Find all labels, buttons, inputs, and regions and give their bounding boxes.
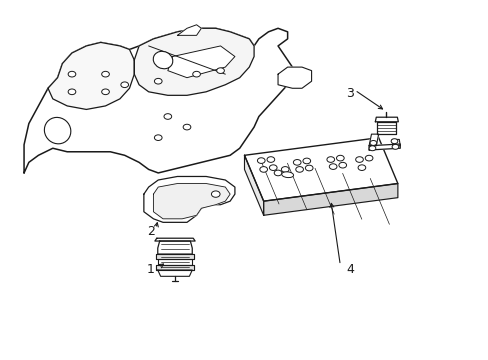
Circle shape bbox=[328, 164, 336, 170]
Circle shape bbox=[154, 78, 162, 84]
Circle shape bbox=[269, 165, 277, 171]
Polygon shape bbox=[376, 122, 396, 134]
Polygon shape bbox=[278, 67, 311, 88]
Text: 3: 3 bbox=[346, 87, 353, 100]
Circle shape bbox=[274, 170, 281, 176]
Circle shape bbox=[355, 157, 363, 162]
Circle shape bbox=[336, 155, 344, 161]
Polygon shape bbox=[158, 259, 192, 265]
Circle shape bbox=[357, 165, 365, 171]
Polygon shape bbox=[391, 139, 399, 146]
Circle shape bbox=[192, 71, 200, 77]
Polygon shape bbox=[143, 176, 234, 222]
Polygon shape bbox=[158, 241, 192, 254]
Polygon shape bbox=[177, 25, 201, 35]
Circle shape bbox=[259, 167, 267, 172]
Circle shape bbox=[281, 167, 288, 172]
Circle shape bbox=[183, 124, 190, 130]
Circle shape bbox=[163, 114, 171, 119]
Circle shape bbox=[68, 89, 76, 95]
Polygon shape bbox=[48, 42, 134, 109]
Polygon shape bbox=[244, 138, 397, 201]
Polygon shape bbox=[134, 28, 254, 95]
Polygon shape bbox=[155, 238, 195, 241]
Circle shape bbox=[390, 139, 397, 144]
Text: 1: 1 bbox=[147, 264, 155, 276]
Circle shape bbox=[303, 158, 310, 164]
Ellipse shape bbox=[281, 172, 293, 177]
Text: 2: 2 bbox=[147, 225, 155, 238]
Polygon shape bbox=[156, 265, 194, 270]
Circle shape bbox=[257, 158, 264, 163]
Circle shape bbox=[391, 144, 398, 149]
Circle shape bbox=[121, 82, 128, 87]
Circle shape bbox=[305, 165, 312, 171]
Circle shape bbox=[365, 155, 372, 161]
Circle shape bbox=[293, 159, 301, 165]
Circle shape bbox=[102, 89, 109, 95]
Polygon shape bbox=[375, 117, 398, 122]
Circle shape bbox=[326, 157, 334, 162]
Circle shape bbox=[295, 167, 303, 172]
Polygon shape bbox=[167, 46, 234, 78]
Circle shape bbox=[266, 157, 274, 162]
Polygon shape bbox=[156, 254, 194, 259]
Circle shape bbox=[154, 135, 162, 140]
Ellipse shape bbox=[44, 117, 71, 144]
Polygon shape bbox=[244, 155, 263, 215]
Circle shape bbox=[68, 71, 76, 77]
Circle shape bbox=[368, 146, 375, 151]
Polygon shape bbox=[368, 144, 399, 150]
Ellipse shape bbox=[153, 51, 172, 69]
Text: 4: 4 bbox=[346, 264, 353, 276]
Polygon shape bbox=[153, 184, 230, 219]
Circle shape bbox=[211, 191, 220, 197]
Circle shape bbox=[102, 71, 109, 77]
Polygon shape bbox=[24, 28, 292, 173]
Circle shape bbox=[216, 68, 224, 73]
Polygon shape bbox=[368, 134, 378, 146]
Polygon shape bbox=[158, 270, 192, 276]
Polygon shape bbox=[263, 184, 397, 215]
Circle shape bbox=[369, 140, 376, 145]
Circle shape bbox=[338, 162, 346, 168]
